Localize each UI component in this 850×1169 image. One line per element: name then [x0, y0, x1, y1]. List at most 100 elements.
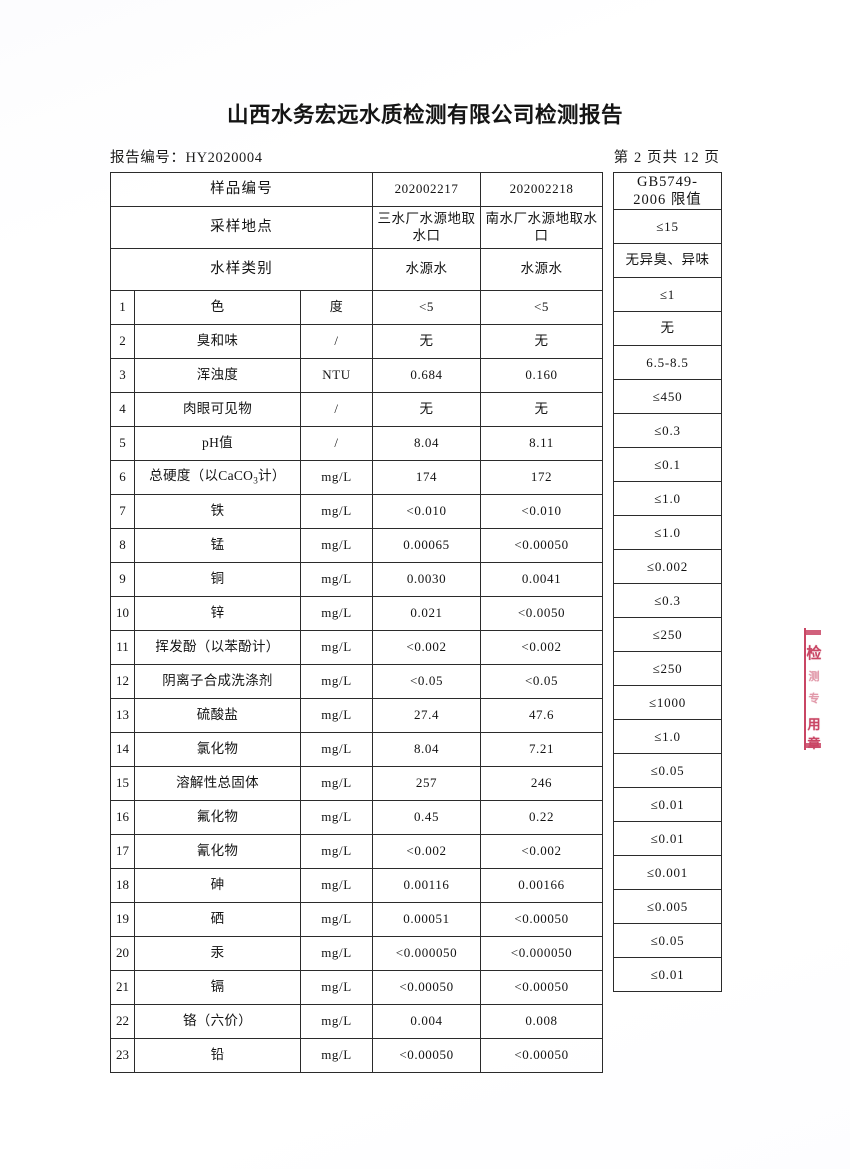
sample-2-value-cell: <0.002	[480, 834, 604, 869]
sample-1-value-cell: 0.684	[372, 358, 482, 393]
parameter-name-cell: 砷	[134, 868, 301, 903]
header-sample-1-site: 三水厂水源地取水口	[372, 206, 482, 249]
unit-cell: 度	[299, 290, 374, 325]
standard-row: ≤0.05	[613, 923, 722, 959]
stamp-cap-bottom	[805, 743, 821, 748]
unit-cell: NTU	[299, 358, 374, 393]
row-index-cell: 16	[110, 800, 135, 835]
standard-limit-cell: ≤1.0	[613, 481, 722, 517]
table-row: 14 氯化物 mg/L 8.04 7.21	[110, 732, 604, 767]
standard-limit-cell: ≤0.002	[613, 549, 722, 585]
unit-cell: /	[299, 426, 374, 461]
parameter-name-cell: 锌	[134, 596, 301, 631]
table-row: 12 阴离子合成洗涤剂 mg/L <0.05 <0.05	[110, 664, 604, 699]
unit-cell: /	[299, 392, 374, 427]
standard-row: ≤0.005	[613, 889, 722, 925]
standard-limit-cell: ≤450	[613, 379, 722, 415]
standard-limit-cell: ≤0.01	[613, 821, 722, 857]
unit-cell: mg/L	[299, 800, 374, 835]
standard-line-1: GB5749-	[637, 174, 698, 190]
table-row: 1 色度 <5 <5	[110, 290, 604, 325]
row-index-cell: 4	[110, 392, 135, 427]
row-index-cell: 17	[110, 834, 135, 869]
unit-cell: /	[299, 324, 374, 359]
table-row: 23 铅 mg/L <0.00050 <0.00050	[110, 1038, 604, 1073]
sample-1-value-cell: 0.00051	[372, 902, 482, 937]
row-index-cell: 23	[110, 1038, 135, 1073]
sample-2-value-cell: 无	[480, 324, 604, 359]
sample-2-value-cell: 0.00166	[480, 868, 604, 903]
row-index-cell: 5	[110, 426, 135, 461]
sample-2-value-cell: 172	[480, 460, 604, 495]
standard-table-body: GB5749- 2006 限值 ≤15 无异臭、异味 ≤1 无 6.5-8.5 ≤450 ≤…	[613, 171, 722, 993]
sample-2-value-cell: <0.00050	[480, 1038, 604, 1073]
sample-1-value-cell: 0.004	[372, 1004, 482, 1039]
sample-1-value-cell: <0.00050	[372, 970, 482, 1005]
sample-2-value-cell: <0.000050	[480, 936, 604, 971]
sample-1-value-cell: <0.05	[372, 664, 482, 699]
row-index-cell: 2	[110, 324, 135, 359]
sample-2-value-cell: 0.22	[480, 800, 604, 835]
results-table-body: 样品编号 202002217 202002218 采样地点 三水厂水源地取水口 …	[109, 172, 604, 1073]
sample-2-value-cell: <0.010	[480, 494, 604, 529]
parameter-name-cell: 肉眼可见物	[134, 392, 301, 427]
sample-1-value-cell: 0.0030	[372, 562, 482, 597]
results-table-wrap: 样品编号 202002217 202002218 采样地点 三水厂水源地取水口 …	[109, 171, 722, 1073]
standard-row: ≤0.01	[613, 821, 722, 857]
parameter-name-cell: 铅	[134, 1038, 301, 1073]
standard-limit-cell: 6.5-8.5	[613, 345, 722, 381]
standard-limit-cell: 无异臭、异味	[613, 243, 722, 279]
standard-row: ≤450	[613, 379, 722, 415]
table-row: 16 氟化物 mg/L 0.45 0.22	[110, 800, 604, 835]
standard-row: 6.5-8.5	[613, 345, 722, 381]
sample-1-value-cell: <0.000050	[372, 936, 482, 971]
unit-cell: mg/L	[299, 732, 374, 767]
standard-limit-cell: ≤0.05	[613, 753, 722, 789]
header-sample-2-site: 南水厂水源地取水口	[480, 206, 604, 249]
standard-limit-cell: ≤0.005	[613, 889, 722, 925]
row-index-cell: 7	[110, 494, 135, 529]
row-index-cell: 10	[110, 596, 135, 631]
standard-row: ≤1000	[613, 685, 722, 721]
unit-cell: mg/L	[299, 562, 374, 597]
row-index-cell: 12	[110, 664, 135, 699]
table-row: 7 铁 mg/L <0.010 <0.010	[110, 494, 604, 529]
unit-cell: mg/L	[299, 596, 374, 631]
header-row-water-type: 水样类别 水源水 水源水	[109, 248, 604, 291]
standard-line-2: 2006 限值	[633, 192, 702, 209]
row-index-cell: 21	[110, 970, 135, 1005]
parameter-name-cell: 铜	[134, 562, 301, 597]
standard-limit-cell: ≤1.0	[613, 719, 722, 755]
parameter-name-cell: 硫酸盐	[134, 698, 301, 733]
row-index-cell: 11	[110, 630, 135, 665]
standard-limit-cell: ≤250	[613, 651, 722, 687]
sample-1-value-cell: <0.002	[372, 630, 482, 665]
sample-2-value-cell: <0.05	[480, 664, 604, 699]
standard-row: ≤0.01	[613, 957, 722, 993]
table-row: 2 臭和味 / 无无	[110, 324, 604, 359]
sample-1-value-cell: <0.010	[372, 494, 482, 529]
table-row: 15 溶解性总固体 mg/L 257 246	[110, 766, 604, 801]
sample-1-value-cell: 无	[372, 392, 482, 427]
sample-1-value-cell: 0.00065	[372, 528, 482, 563]
sample-1-value-cell: 8.04	[372, 732, 482, 767]
unit-cell: mg/L	[299, 868, 374, 903]
unit-cell: mg/L	[299, 1038, 374, 1073]
unit-cell: mg/L	[299, 528, 374, 563]
sample-2-value-cell: <0.0050	[480, 596, 604, 631]
standard-row: ≤1.0	[613, 515, 722, 551]
standard-row: ≤15	[613, 209, 722, 245]
standard-header-row: GB5749- 2006 限值	[613, 171, 722, 211]
table-row: 18 砷 mg/L 0.00116 0.00166	[110, 868, 604, 903]
standard-row: ≤0.002	[613, 549, 722, 585]
parameter-name-cell: 臭和味	[134, 324, 301, 359]
unit-cell: mg/L	[299, 766, 374, 801]
standard-limit-cell: ≤0.05	[613, 923, 722, 959]
table-row: 21 镉 mg/L <0.00050 <0.00050	[110, 970, 604, 1005]
parameter-name-cell: 氰化物	[134, 834, 301, 869]
sample-1-value-cell: <0.002	[372, 834, 482, 869]
sample-2-value-cell: <0.00050	[480, 970, 604, 1005]
sample-2-value-cell: 47.6	[480, 698, 604, 733]
sample-2-value-cell: 0.008	[480, 1004, 604, 1039]
